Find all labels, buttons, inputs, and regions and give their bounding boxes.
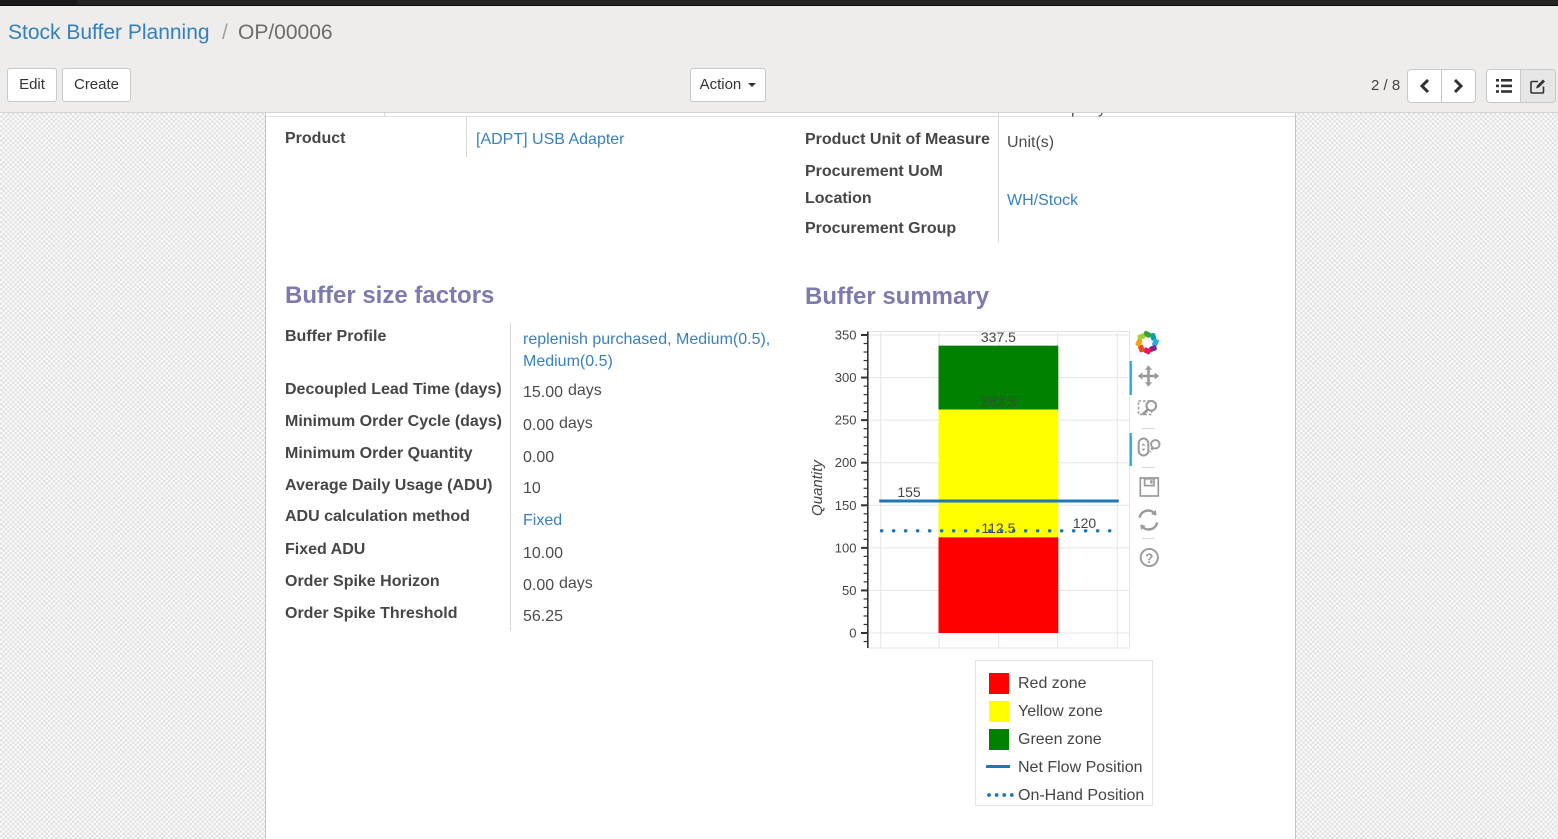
svg-text:?: ?	[1145, 551, 1153, 566]
svg-text:100: 100	[835, 540, 857, 555]
svg-text:112.5: 112.5	[981, 520, 1015, 536]
svg-text:300: 300	[835, 370, 857, 385]
svg-text:Quantity: Quantity	[809, 459, 826, 516]
svg-text:0: 0	[849, 626, 856, 641]
svg-text:120: 120	[1073, 515, 1097, 531]
svg-text:337.5: 337.5	[981, 329, 1016, 345]
svg-text:50: 50	[842, 583, 856, 598]
svg-text:262.5: 262.5	[981, 394, 1016, 410]
svg-text:250: 250	[835, 413, 857, 428]
svg-text:155: 155	[897, 484, 921, 500]
svg-text:200: 200	[835, 455, 857, 470]
svg-text:350: 350	[835, 328, 857, 343]
svg-text:150: 150	[835, 498, 857, 513]
